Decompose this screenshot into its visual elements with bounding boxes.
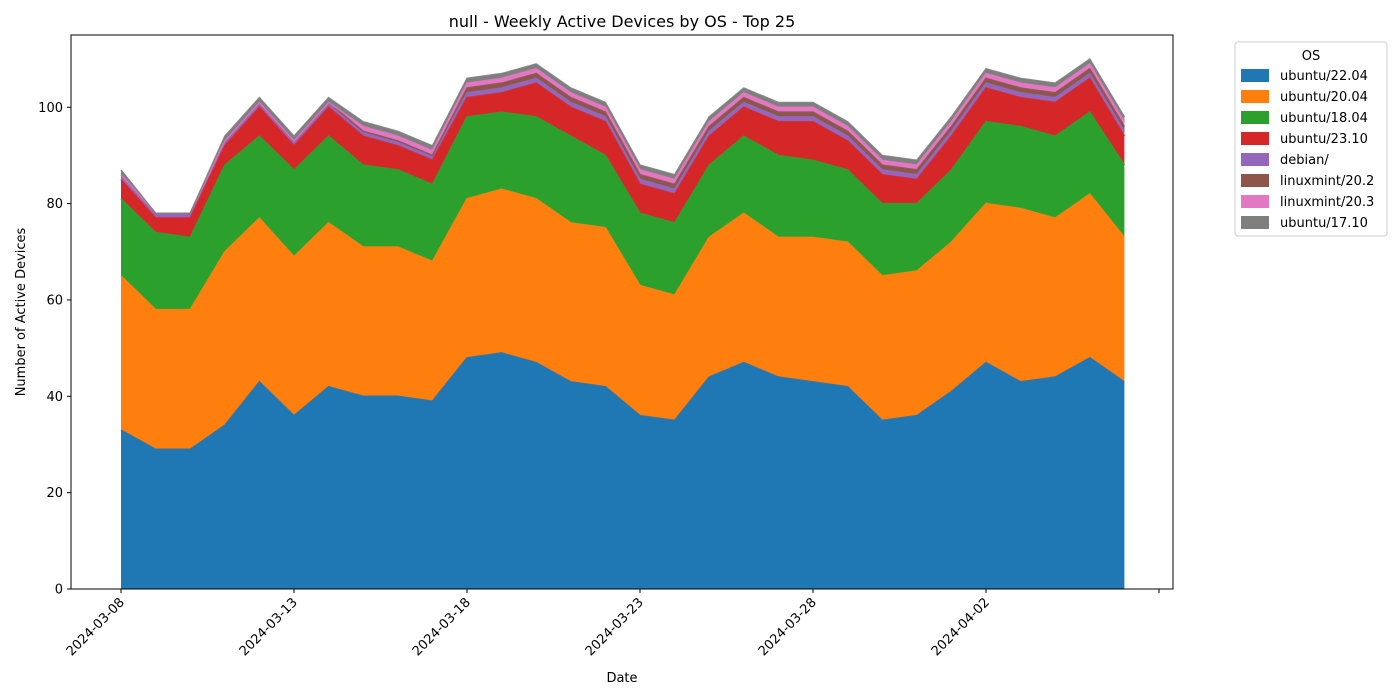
x-axis-label: Date bbox=[606, 671, 637, 686]
legend-title: OS bbox=[1302, 49, 1320, 64]
y-tick-label: 20 bbox=[46, 486, 63, 501]
area-series-ubuntu-22-04 bbox=[121, 352, 1125, 589]
legend-swatch-ubuntu-22-04 bbox=[1241, 69, 1269, 82]
chart-title: null - Weekly Active Devices by OS - Top… bbox=[449, 12, 796, 31]
x-tick-label: 2024-03-18 bbox=[410, 595, 474, 659]
y-tick-label: 0 bbox=[55, 583, 63, 598]
x-axis: 2024-03-08 2024-03-13 2024-03-18 2024-03-23… bbox=[64, 589, 1160, 659]
x-tick-label: 2024-04-02 bbox=[929, 595, 993, 659]
area-series-ubuntu-23-10 bbox=[121, 78, 1125, 238]
area-line-ubuntu-17-10 bbox=[120, 58, 1126, 214]
legend-label-ubuntu-18-04: ubuntu/18.04 bbox=[1280, 111, 1368, 126]
legend-label-linuxmint-20-2: linuxmint/20.2 bbox=[1280, 174, 1374, 189]
plot-frame bbox=[70, 34, 1174, 590]
legend-swatch-ubuntu-17-10 bbox=[1241, 216, 1269, 229]
legend-label-debian: debian/ bbox=[1280, 153, 1329, 168]
x-tick-label: 2024-03-28 bbox=[756, 595, 820, 659]
y-axis-label: Number of Active Devices bbox=[14, 227, 29, 396]
legend-label-ubuntu-20-04: ubuntu/20.04 bbox=[1280, 90, 1368, 105]
legend-label-ubuntu-23-10: ubuntu/23.10 bbox=[1280, 132, 1368, 147]
y-tick-label: 60 bbox=[46, 293, 63, 308]
legend-label-linuxmint-20-3: linuxmint/20.3 bbox=[1280, 195, 1374, 210]
y-tick-label: 40 bbox=[46, 390, 63, 405]
area-series-ubuntu-20-04 bbox=[121, 189, 1125, 450]
legend-swatch-ubuntu-18-04 bbox=[1241, 111, 1269, 124]
legend-swatch-debian bbox=[1241, 153, 1269, 166]
x-tick-label: 2024-03-08 bbox=[64, 595, 128, 659]
y-tick-label: 80 bbox=[46, 197, 63, 212]
legend-label-ubuntu-17-10: ubuntu/17.10 bbox=[1280, 216, 1368, 231]
legend-swatch-ubuntu-20-04 bbox=[1241, 90, 1269, 103]
area-layers bbox=[121, 59, 1125, 589]
legend-frame bbox=[1234, 41, 1388, 237]
area-series-ubuntu-17-10 bbox=[121, 59, 1125, 214]
legend-items: ubuntu/22.04 ubuntu/20.04 ubuntu/18.04 ubun… bbox=[1241, 69, 1374, 231]
legend-swatch-linuxmint-20-2 bbox=[1241, 174, 1269, 187]
y-axis: 0 20 40 60 80 100 bbox=[38, 101, 71, 598]
legend-label-ubuntu-22-04: ubuntu/22.04 bbox=[1280, 69, 1368, 84]
area-line-ubuntu-18-04 bbox=[120, 111, 1126, 239]
legend: OS ubuntu/22.04ubuntu/20.04ubuntu/18.04u… bbox=[1234, 41, 1388, 237]
legend-swatch-linuxmint-20-3 bbox=[1241, 195, 1269, 208]
area-line-ubuntu-22-04 bbox=[120, 352, 1125, 451]
y-tick-label: 100 bbox=[38, 101, 63, 116]
area-series-ubuntu-18-04 bbox=[121, 112, 1125, 310]
x-tick-label: 2024-03-13 bbox=[237, 595, 301, 659]
x-tick-label: 2024-03-23 bbox=[583, 595, 647, 659]
area-line-linuxmint-20-3 bbox=[120, 62, 1126, 214]
area-line-ubuntu-20-04 bbox=[120, 188, 1125, 311]
area-line-ubuntu-23-10 bbox=[120, 77, 1126, 219]
area-boundary-lines bbox=[120, 58, 1126, 451]
legend-swatch-ubuntu-23-10 bbox=[1241, 132, 1269, 145]
